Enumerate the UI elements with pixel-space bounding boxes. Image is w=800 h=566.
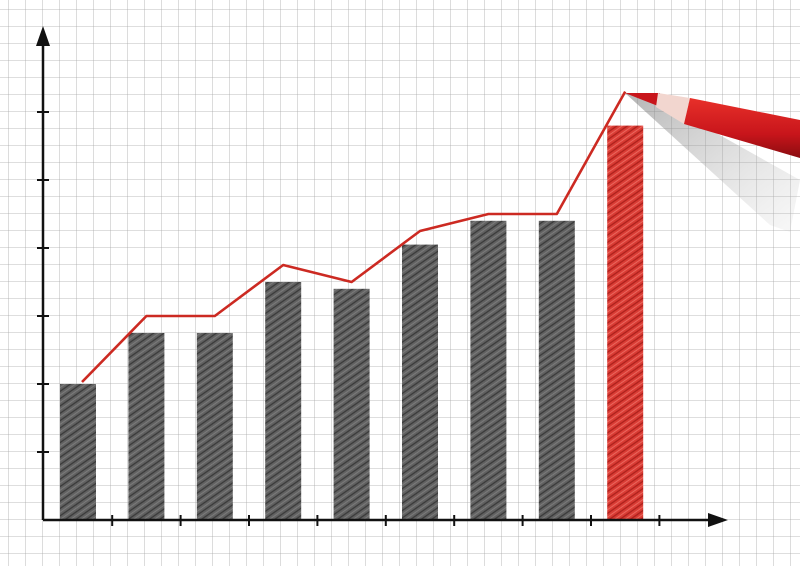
x-axis-arrow [708, 513, 728, 527]
bar [128, 333, 165, 520]
highlight-bar [607, 125, 644, 520]
bar [265, 282, 302, 520]
trend-line [81, 90, 627, 383]
bar [60, 384, 96, 520]
y-axis-arrow [36, 26, 50, 46]
bar [196, 333, 233, 520]
bar [402, 244, 438, 520]
bar [538, 220, 575, 521]
red-pencil-icon [625, 93, 800, 232]
bar [333, 288, 370, 520]
bar [470, 220, 507, 521]
